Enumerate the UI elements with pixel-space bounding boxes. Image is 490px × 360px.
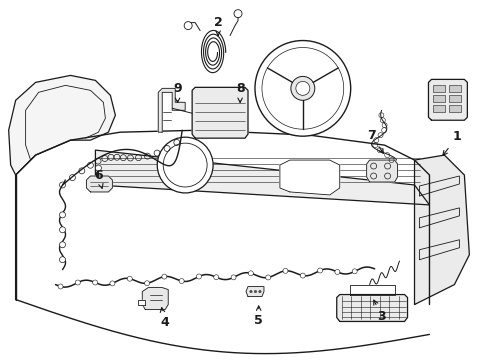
- Polygon shape: [96, 150, 429, 205]
- Polygon shape: [350, 285, 394, 294]
- Circle shape: [259, 291, 261, 293]
- Polygon shape: [86, 176, 112, 192]
- Circle shape: [184, 22, 192, 30]
- Circle shape: [75, 280, 80, 285]
- Circle shape: [352, 269, 357, 274]
- Circle shape: [162, 274, 167, 279]
- Circle shape: [296, 81, 310, 95]
- Circle shape: [234, 10, 242, 18]
- Circle shape: [93, 280, 98, 285]
- Circle shape: [59, 212, 66, 218]
- Polygon shape: [138, 300, 145, 305]
- Polygon shape: [9, 75, 115, 175]
- Circle shape: [255, 41, 351, 136]
- Text: 9: 9: [173, 82, 182, 103]
- Text: 5: 5: [254, 306, 263, 327]
- Bar: [434, 85, 445, 92]
- Bar: [449, 95, 462, 102]
- Circle shape: [145, 281, 149, 286]
- Text: 8: 8: [236, 82, 245, 103]
- Text: 2: 2: [214, 17, 222, 36]
- Circle shape: [59, 227, 66, 233]
- Text: 7: 7: [367, 129, 384, 153]
- Circle shape: [231, 275, 236, 280]
- Bar: [434, 95, 445, 102]
- Text: 3: 3: [374, 300, 386, 323]
- Circle shape: [59, 242, 66, 248]
- Bar: [434, 105, 445, 112]
- Circle shape: [214, 275, 219, 280]
- Circle shape: [291, 76, 315, 100]
- Circle shape: [58, 284, 63, 289]
- Polygon shape: [246, 287, 264, 297]
- Text: 4: 4: [160, 308, 169, 329]
- Circle shape: [254, 291, 257, 293]
- Polygon shape: [428, 80, 467, 120]
- Polygon shape: [142, 288, 168, 310]
- Circle shape: [196, 274, 201, 279]
- Circle shape: [127, 276, 132, 281]
- Circle shape: [266, 275, 270, 280]
- Bar: [449, 85, 462, 92]
- Circle shape: [250, 291, 252, 293]
- Circle shape: [335, 269, 340, 274]
- Circle shape: [157, 137, 213, 193]
- Circle shape: [248, 271, 253, 276]
- Polygon shape: [337, 294, 408, 321]
- Text: 1: 1: [443, 130, 462, 155]
- Circle shape: [318, 268, 322, 273]
- Text: 6: 6: [94, 169, 103, 188]
- Circle shape: [300, 273, 305, 278]
- Polygon shape: [192, 87, 248, 138]
- Polygon shape: [415, 155, 469, 305]
- Circle shape: [59, 257, 66, 263]
- Polygon shape: [280, 160, 340, 195]
- Polygon shape: [158, 88, 185, 132]
- Circle shape: [96, 165, 101, 171]
- Polygon shape: [367, 160, 397, 182]
- Circle shape: [283, 268, 288, 273]
- Circle shape: [110, 281, 115, 286]
- Circle shape: [179, 279, 184, 284]
- Bar: [449, 105, 462, 112]
